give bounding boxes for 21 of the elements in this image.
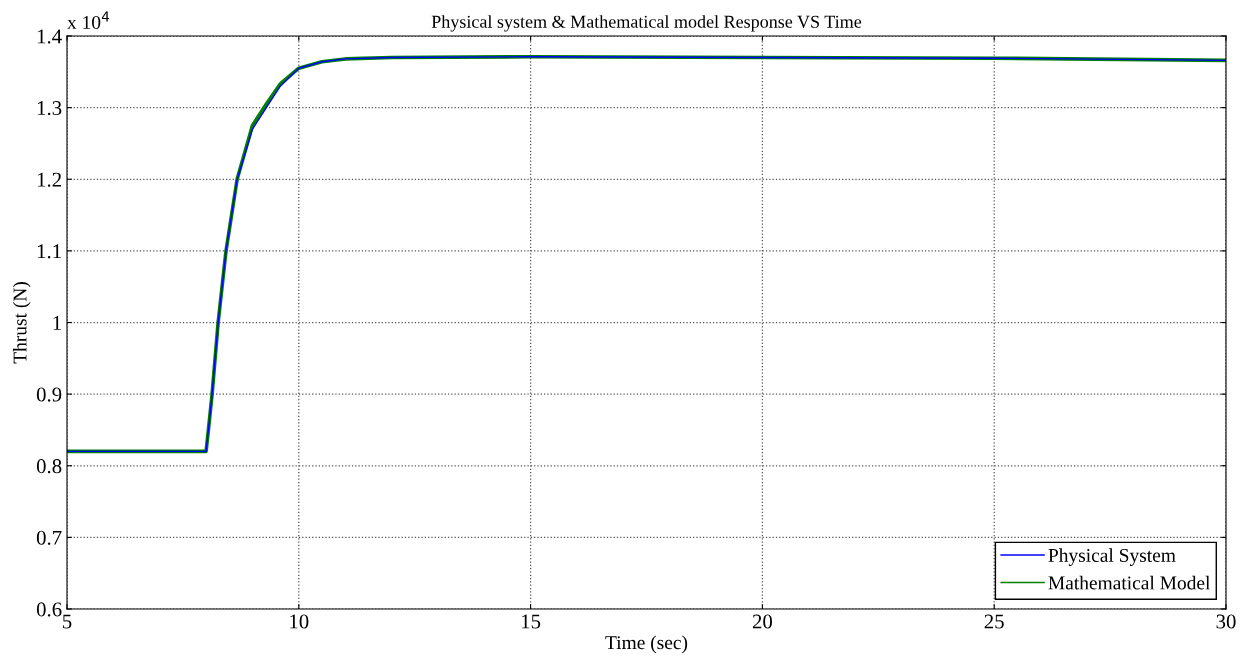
legend-label: Physical System [1048, 548, 1176, 566]
chart-title: Physical system & Mathematical model Response VS Time [431, 15, 862, 32]
y-tick-label: 0.7 [36, 530, 62, 545]
x-tick-label: 5 [63, 614, 72, 629]
y-axis-title: Thrust (N) [12, 282, 31, 364]
y-tick-label: 1.4 [37, 29, 62, 44]
x-axis-title: Time (sec) [605, 635, 688, 654]
y-tick-label: 1.3 [37, 101, 62, 116]
y-tick-label: 0.9 [36, 387, 62, 402]
x-tick-label: 30 [1216, 614, 1236, 629]
y-tick-label: 1 [53, 315, 61, 330]
x-tick-label: 20 [752, 614, 773, 629]
x-tick-label: 10 [290, 614, 309, 629]
x-tick-label: 25 [984, 614, 1004, 629]
y-tick-label: 0.8 [36, 459, 62, 474]
text: x 10$^{4}$ [67, 11, 110, 30]
legend-label: Mathematical Model [1048, 575, 1211, 590]
x-tick-label: 15 [522, 614, 541, 629]
y-tick-label: 0.6 [36, 602, 62, 617]
y-tick-label: 1.1 [37, 244, 61, 259]
y-tick-label: 1.2 [37, 172, 61, 187]
